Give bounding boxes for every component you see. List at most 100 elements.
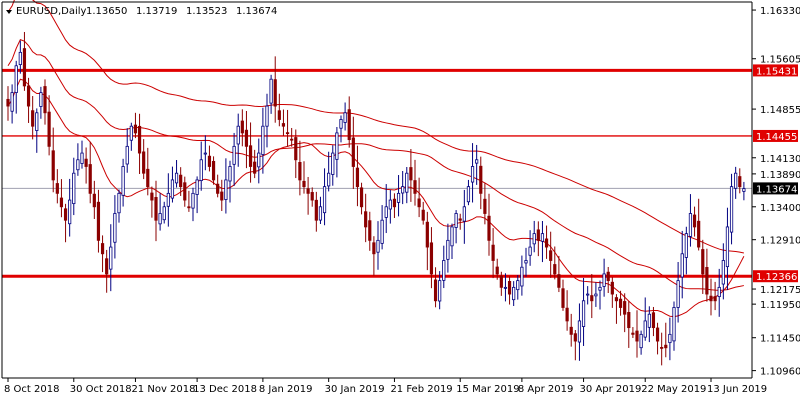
candle[interactable] [347, 96, 351, 148]
candle[interactable] [729, 173, 734, 245]
candle[interactable] [121, 158, 125, 207]
candle[interactable] [738, 168, 742, 194]
candle[interactable] [277, 93, 281, 127]
candle[interactable] [409, 148, 413, 202]
candle[interactable] [331, 145, 335, 186]
candle[interactable] [664, 322, 668, 358]
candle[interactable] [491, 228, 495, 279]
candle[interactable] [26, 77, 31, 123]
candle[interactable] [507, 276, 512, 305]
candle[interactable] [364, 193, 368, 243]
candle[interactable] [55, 169, 59, 204]
candle[interactable] [22, 31, 27, 91]
candle[interactable] [224, 158, 228, 214]
candle[interactable] [18, 40, 22, 74]
candle[interactable] [133, 112, 138, 139]
candle[interactable] [475, 144, 479, 185]
candle[interactable] [396, 175, 401, 217]
candle[interactable] [343, 102, 347, 131]
candle[interactable] [532, 220, 536, 253]
candle[interactable] [150, 186, 154, 218]
candle[interactable] [651, 306, 656, 337]
candle[interactable] [327, 151, 331, 192]
candle[interactable] [425, 211, 429, 271]
candle[interactable] [705, 248, 709, 302]
candle[interactable] [154, 180, 158, 242]
candle[interactable] [306, 176, 310, 215]
candle[interactable] [573, 329, 577, 361]
candle[interactable] [355, 145, 360, 207]
candle[interactable] [240, 109, 244, 147]
candle[interactable] [565, 290, 569, 331]
candle[interactable] [146, 147, 150, 196]
candle[interactable] [113, 195, 117, 259]
candle[interactable] [6, 86, 10, 121]
candle[interactable] [631, 327, 635, 338]
candle[interactable] [261, 107, 265, 174]
candle[interactable] [220, 179, 224, 212]
candle[interactable] [170, 166, 175, 203]
candle[interactable] [413, 159, 417, 206]
candle[interactable] [158, 193, 162, 231]
candle[interactable] [388, 189, 392, 224]
candle[interactable] [647, 306, 651, 343]
candle[interactable] [100, 235, 105, 273]
candle[interactable] [586, 286, 590, 305]
candle[interactable] [524, 247, 528, 277]
candle[interactable] [80, 140, 84, 169]
candle[interactable] [51, 127, 55, 193]
candle[interactable] [635, 310, 639, 358]
candle[interactable] [466, 179, 471, 206]
candle[interactable] [429, 227, 434, 289]
candle[interactable] [602, 258, 606, 297]
candle[interactable] [454, 210, 458, 244]
candle[interactable] [627, 301, 631, 348]
candle[interactable] [142, 139, 146, 180]
candle[interactable] [72, 157, 76, 216]
candle[interactable] [187, 190, 191, 212]
candle[interactable] [248, 122, 253, 183]
candle[interactable] [10, 84, 14, 124]
candle[interactable] [302, 161, 306, 194]
candle[interactable] [162, 201, 166, 224]
candle[interactable] [339, 115, 343, 143]
candle[interactable] [257, 138, 261, 184]
candle[interactable] [318, 196, 323, 224]
candle[interactable] [216, 174, 220, 198]
candle[interactable] [713, 281, 717, 311]
candle[interactable] [191, 187, 195, 222]
candle[interactable] [433, 267, 438, 308]
candle[interactable] [236, 113, 240, 167]
candle[interactable] [557, 255, 561, 293]
candle[interactable] [639, 330, 643, 355]
candle[interactable] [660, 332, 664, 366]
candle[interactable] [14, 60, 18, 114]
candle[interactable] [125, 128, 129, 173]
candle[interactable] [709, 278, 713, 316]
candle[interactable] [446, 223, 450, 273]
candle[interactable] [520, 255, 524, 296]
candle[interactable] [179, 167, 183, 196]
candle[interactable] [417, 177, 421, 218]
candle[interactable] [285, 109, 290, 147]
triangle-down-icon[interactable] [6, 10, 12, 14]
candle[interactable] [84, 147, 88, 184]
candle[interactable] [88, 141, 92, 204]
candle[interactable] [195, 176, 199, 214]
candle[interactable] [109, 224, 113, 292]
candle[interactable] [512, 281, 516, 307]
candle[interactable] [39, 86, 43, 119]
candle[interactable] [92, 180, 96, 219]
candle[interactable] [380, 205, 384, 250]
candle[interactable] [183, 176, 187, 207]
candle[interactable] [581, 277, 586, 346]
candle[interactable] [211, 156, 216, 185]
candle[interactable] [487, 193, 491, 256]
candle[interactable] [199, 141, 203, 191]
candle[interactable] [528, 230, 532, 266]
candle[interactable] [68, 178, 72, 237]
candle[interactable] [359, 182, 364, 215]
candle[interactable] [174, 160, 179, 188]
candle[interactable] [47, 95, 51, 156]
